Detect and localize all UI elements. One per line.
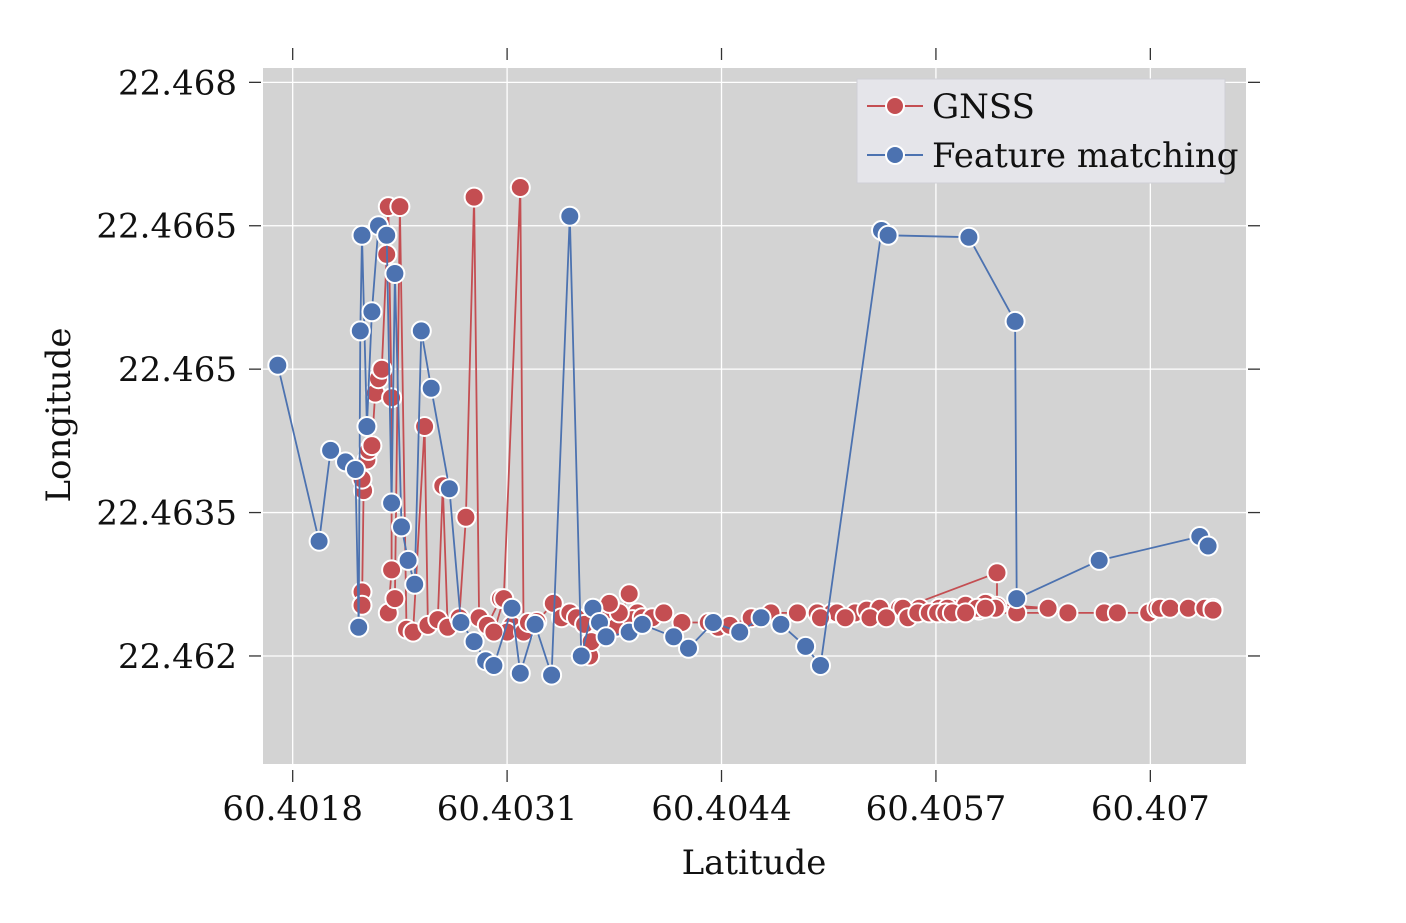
y-tick-labels: 22.462 22.4635 22.465 22.4665 22.468 — [96, 63, 237, 677]
data-point-feature-matching — [349, 320, 371, 342]
x-tick-label: 60.4018 — [222, 789, 363, 829]
data-point-gnss — [834, 607, 856, 629]
data-point-feature-matching — [397, 549, 419, 571]
data-point-feature-matching — [420, 377, 442, 399]
data-point-feature-matching — [524, 613, 546, 635]
data-point-feature-matching — [1006, 588, 1028, 610]
x-tick-label: 60.4031 — [437, 789, 578, 829]
data-point-feature-matching — [877, 224, 899, 246]
data-point-feature-matching — [404, 573, 426, 595]
data-point-feature-matching — [1197, 535, 1219, 557]
data-point-gnss — [381, 559, 403, 581]
data-point-gnss — [455, 506, 477, 528]
legend-item-feature-matching: Feature matching — [867, 136, 1239, 176]
data-point-gnss — [786, 602, 808, 624]
data-point-gnss — [1057, 602, 1079, 624]
data-point-feature-matching — [384, 263, 406, 284]
y-tick-label: 22.4635 — [96, 494, 237, 534]
data-point-feature-matching — [810, 655, 831, 676]
data-point-gnss — [875, 607, 897, 629]
plot-area — [263, 68, 1246, 764]
data-point-feature-matching — [509, 662, 531, 684]
data-point-gnss — [381, 387, 403, 409]
data-point-gnss — [1106, 602, 1128, 624]
data-point-feature-matching — [438, 478, 460, 500]
data-point-gnss — [384, 588, 406, 610]
data-point-feature-matching — [450, 612, 472, 633]
legend-marker-feature-matching — [885, 145, 905, 165]
data-point-feature-matching — [1004, 310, 1026, 332]
data-point-feature-matching — [344, 459, 366, 480]
data-point-feature-matching — [1088, 549, 1110, 571]
data-point-gnss — [509, 177, 531, 198]
x-axis-label: Latitude — [682, 843, 827, 883]
data-point-feature-matching — [595, 626, 617, 648]
data-point-feature-matching — [410, 320, 432, 342]
data-point-feature-matching — [391, 516, 412, 538]
data-point-gnss — [414, 416, 436, 437]
data-point-feature-matching — [348, 616, 370, 638]
legend-box — [856, 78, 1226, 184]
data-point-gnss — [463, 186, 485, 208]
data-point-feature-matching — [351, 224, 373, 246]
data-point-gnss — [351, 594, 373, 616]
legend-label-gnss: GNSS — [932, 87, 1035, 127]
data-point-feature-matching — [795, 635, 817, 657]
data-point-feature-matching — [702, 612, 724, 633]
data-point-gnss — [974, 597, 996, 619]
data-point-gnss — [361, 435, 383, 457]
data-point-feature-matching — [958, 226, 980, 248]
data-point-feature-matching — [663, 626, 685, 648]
data-point-feature-matching — [356, 416, 378, 437]
axis-ticks — [249, 48, 1260, 782]
data-point-gnss — [618, 583, 640, 605]
legend-label-feature-matching: Feature matching — [932, 136, 1239, 176]
y-tick-label: 22.4665 — [96, 207, 237, 247]
data-point-gnss — [810, 607, 831, 629]
x-tick-label: 60.407 — [1091, 789, 1210, 829]
x-tick-labels: 60.4018 60.4031 60.4044 60.4057 60.407 — [222, 789, 1209, 829]
data-point-gnss — [1159, 597, 1181, 619]
data-point-feature-matching — [570, 645, 592, 667]
y-tick-label: 22.468 — [118, 63, 237, 103]
legend-item-gnss: GNSS — [867, 87, 1035, 127]
series-layer — [267, 177, 1224, 686]
legend: GNSS Feature matching — [856, 78, 1239, 184]
data-point-gnss — [955, 602, 977, 624]
data-point-gnss — [653, 602, 675, 624]
data-point-gnss — [389, 196, 411, 218]
data-point-gnss — [371, 358, 393, 380]
y-tick-label: 22.462 — [118, 637, 237, 677]
data-point-feature-matching — [308, 530, 330, 552]
data-point-feature-matching — [631, 613, 653, 635]
data-point-gnss — [1037, 597, 1059, 619]
data-point-feature-matching — [483, 655, 505, 676]
data-point-feature-matching — [750, 607, 772, 629]
y-axis-label: Longitude — [39, 327, 79, 502]
data-point-feature-matching — [376, 224, 398, 246]
data-point-feature-matching — [729, 621, 751, 643]
data-point-feature-matching — [770, 613, 792, 635]
x-tick-label: 60.4044 — [651, 789, 792, 829]
data-point-feature-matching — [361, 301, 383, 323]
data-point-gnss — [986, 562, 1008, 584]
data-point-gnss — [483, 621, 505, 643]
y-tick-label: 22.465 — [118, 350, 237, 390]
legend-marker-gnss — [885, 96, 905, 116]
data-point-feature-matching — [320, 439, 342, 461]
data-point-feature-matching — [541, 664, 563, 686]
data-point-feature-matching — [381, 492, 403, 514]
data-point-gnss — [1202, 599, 1224, 621]
data-point-feature-matching — [559, 205, 581, 227]
series-feature-matching — [267, 205, 1219, 686]
series-gnss — [351, 177, 1224, 667]
data-point-feature-matching — [678, 637, 699, 659]
x-tick-label: 60.4057 — [866, 789, 1007, 829]
data-point-feature-matching — [501, 597, 523, 619]
data-point-feature-matching — [463, 631, 485, 653]
data-point-feature-matching — [267, 354, 289, 376]
